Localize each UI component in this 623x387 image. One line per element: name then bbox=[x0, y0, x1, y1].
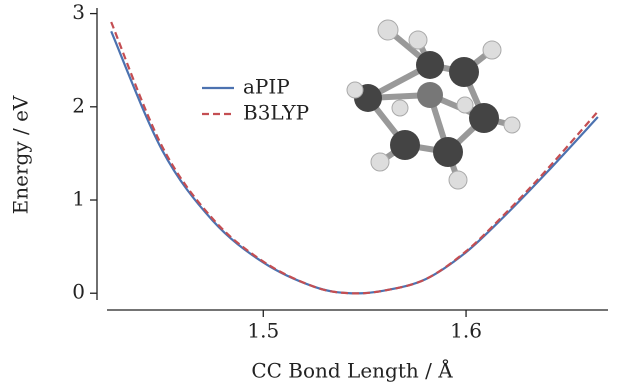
x-axis-label: CC Bond Length / Å bbox=[251, 358, 453, 383]
line-series bbox=[110, 30, 599, 295]
line-series bbox=[110, 21, 599, 295]
x-tick-label: 1.5 bbox=[247, 319, 279, 343]
x-tick-label: 1.6 bbox=[450, 319, 482, 343]
y-tick-label: 0 bbox=[72, 280, 85, 304]
y-axis-label: Energy / eV bbox=[9, 95, 33, 214]
legend-label: B3LYP bbox=[243, 101, 309, 125]
y-tick-label: 1 bbox=[72, 187, 85, 211]
y-tick-label: 3 bbox=[72, 0, 85, 24]
y-tick-label: 2 bbox=[72, 93, 85, 117]
legend-label: aPIP bbox=[243, 75, 290, 99]
molecule-atoms bbox=[346, 19, 521, 190]
